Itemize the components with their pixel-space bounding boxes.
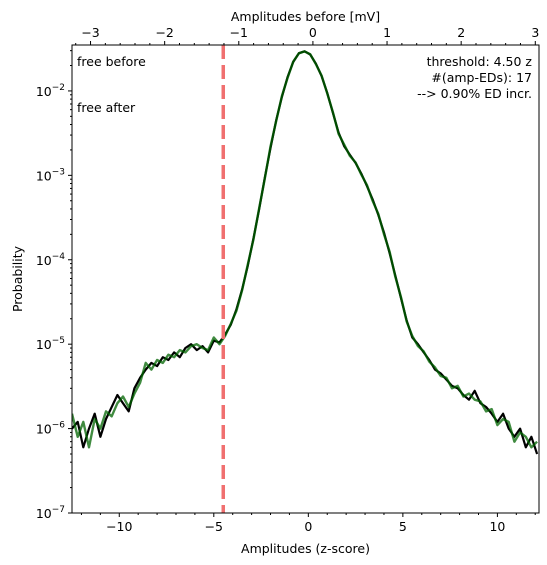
legend-free-after: free after bbox=[77, 100, 136, 115]
top-x-axis-label: Amplitudes before [mV] bbox=[231, 9, 380, 24]
threshold-annotation-line-2: #(amp-EDs): 17 bbox=[431, 70, 532, 85]
y-tick-label: 10−3 bbox=[36, 167, 65, 183]
top-x-tick-label: −3 bbox=[81, 25, 99, 40]
x-axis-label: Amplitudes (z-score) bbox=[241, 541, 370, 556]
x-tick-label: −10 bbox=[106, 519, 132, 534]
x-tick-label: 5 bbox=[399, 519, 407, 534]
x-tick-label: 10 bbox=[489, 519, 505, 534]
top-x-tick-label: 1 bbox=[383, 25, 391, 40]
bottom-x-axis: −10 −5 0 5 10 bbox=[80, 513, 536, 534]
top-x-tick-label: 3 bbox=[531, 25, 539, 40]
top-x-axis: −3 −2 −1 0 1 2 3 bbox=[75, 25, 539, 45]
y-tick-label: 10−2 bbox=[36, 83, 65, 99]
series-line-free-after bbox=[72, 50, 538, 449]
y-tick-label: 10−5 bbox=[36, 336, 65, 352]
threshold-annotation-line-1: threshold: 4.50 z bbox=[427, 54, 533, 69]
y-tick-label: 10−6 bbox=[36, 421, 65, 437]
top-x-tick-label: 0 bbox=[309, 25, 317, 40]
legend-free-before: free before bbox=[77, 54, 146, 69]
top-x-tick-label: 2 bbox=[457, 25, 465, 40]
x-tick-label: 0 bbox=[304, 519, 312, 534]
plot-frame bbox=[71, 44, 540, 514]
y-tick-label: 10−7 bbox=[36, 505, 65, 521]
top-x-tick-label: −2 bbox=[155, 25, 173, 40]
y-tick-label: 10−4 bbox=[36, 252, 65, 268]
series-layer bbox=[72, 50, 539, 455]
y-axis-label: Probability bbox=[10, 245, 25, 312]
y-axis: 10−7 10−6 10−5 10−4 10−3 10−2 bbox=[36, 50, 72, 521]
top-x-tick-label: −1 bbox=[230, 25, 248, 40]
x-tick-label: −5 bbox=[205, 519, 223, 534]
threshold-annotation-line-3: --> 0.90% ED incr. bbox=[417, 86, 532, 101]
